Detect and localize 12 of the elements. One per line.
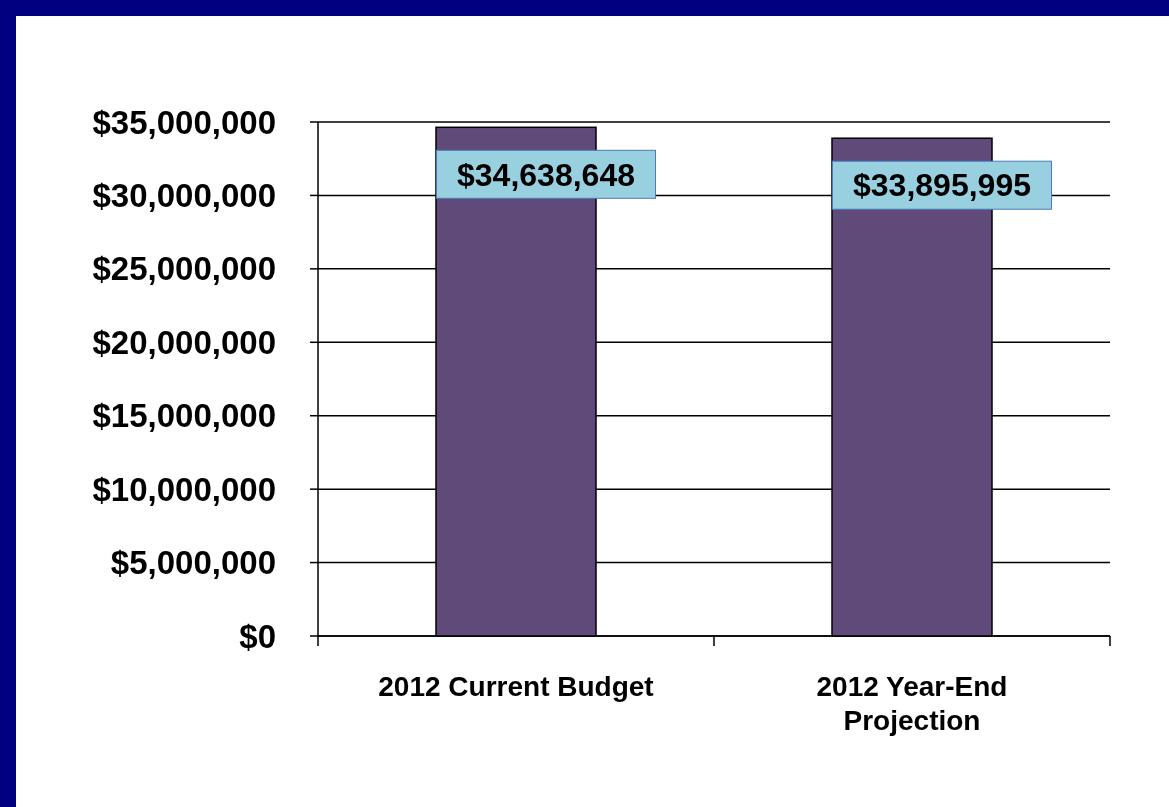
y-tick-label: $5,000,000: [110, 544, 276, 582]
y-tick-label: $0: [239, 617, 276, 655]
y-tick-label: $10,000,000: [92, 470, 276, 508]
y-tick-label: $20,000,000: [92, 323, 276, 361]
x-tick-label: 2012 Current Budget: [378, 671, 654, 702]
data-label: $34,638,648: [457, 156, 635, 193]
y-tick-label: $15,000,000: [92, 397, 276, 435]
data-label: $33,895,995: [853, 167, 1031, 204]
y-tick-label: $30,000,000: [92, 176, 276, 214]
y-tick-label: $35,000,000: [92, 103, 276, 141]
x-tick-label: 2012 Year-End Projection: [816, 671, 1008, 736]
y-tick-label: $25,000,000: [92, 250, 276, 288]
